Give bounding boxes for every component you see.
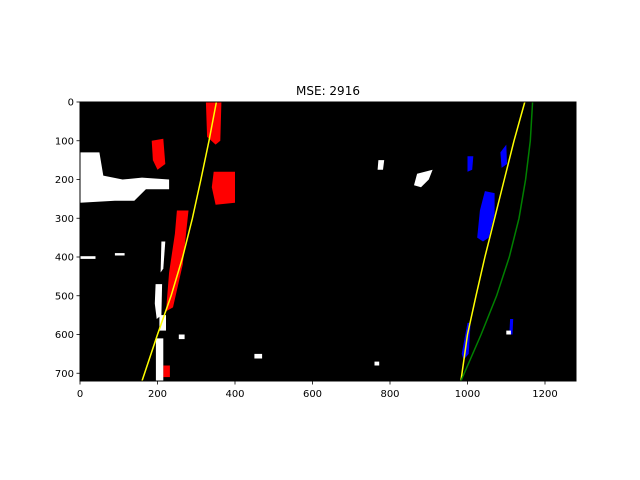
lane-pixel-region-17 bbox=[377, 160, 385, 170]
x-tick-label-800: 800 bbox=[380, 389, 399, 400]
fit-curve-1 bbox=[460, 101, 526, 382]
lane-pixel-region-5 bbox=[477, 191, 495, 242]
lane-pixel-region-13 bbox=[160, 241, 166, 273]
x-tick-label-1000: 1000 bbox=[455, 389, 480, 400]
lane-pixel-region-2 bbox=[211, 171, 235, 205]
lane-pixel-region-3 bbox=[166, 210, 189, 312]
lane-pixel-region-19 bbox=[178, 334, 185, 340]
fit-curve-2 bbox=[460, 101, 534, 382]
lane-pixel-region-1 bbox=[151, 138, 166, 170]
fit-curve-0 bbox=[141, 101, 218, 382]
x-tick-label-0: 0 bbox=[77, 389, 83, 400]
lane-pixel-region-16 bbox=[155, 338, 164, 381]
y-tick-label-600: 600 bbox=[55, 330, 74, 341]
x-tick-label-400: 400 bbox=[225, 389, 244, 400]
y-tick-label-200: 200 bbox=[55, 175, 74, 186]
y-tick-label-100: 100 bbox=[55, 136, 74, 147]
lane-pixel-region-20 bbox=[254, 353, 263, 359]
x-tick-label-1200: 1200 bbox=[532, 389, 557, 400]
y-tick-label-0: 0 bbox=[68, 98, 74, 109]
lane-pixel-region-21 bbox=[374, 361, 380, 366]
lane-pixel-layer bbox=[80, 102, 514, 381]
x-tick-label-200: 200 bbox=[148, 389, 167, 400]
lane-pixel-region-10 bbox=[80, 152, 170, 203]
chart-title: MSE: 2916 bbox=[296, 84, 360, 98]
y-tick-label-400: 400 bbox=[55, 253, 74, 264]
lane-pixel-region-4 bbox=[163, 365, 170, 378]
lane-pixel-region-12 bbox=[114, 253, 125, 256]
y-tick-label-300: 300 bbox=[55, 214, 74, 225]
y-tick-label-700: 700 bbox=[55, 369, 74, 380]
lane-pixel-region-14 bbox=[154, 284, 163, 319]
lane-pixel-region-7 bbox=[500, 144, 507, 168]
fit-curve-layer bbox=[141, 101, 534, 382]
y-tick-label-500: 500 bbox=[55, 291, 74, 302]
x-tick-label-600: 600 bbox=[303, 389, 322, 400]
lane-pixel-region-11 bbox=[80, 256, 96, 259]
y-axis: 0 100 200 300 400 500 600 700 bbox=[55, 98, 80, 380]
lane-pixel-region-15 bbox=[159, 315, 166, 331]
lane-pixel-region-8 bbox=[467, 156, 474, 172]
lane-pixel-region-18 bbox=[414, 169, 433, 188]
x-axis: 0 200 400 600 800 1000 1200 bbox=[77, 381, 558, 400]
plot-frame bbox=[79, 101, 577, 382]
lane-pixel-region-22 bbox=[506, 330, 511, 335]
